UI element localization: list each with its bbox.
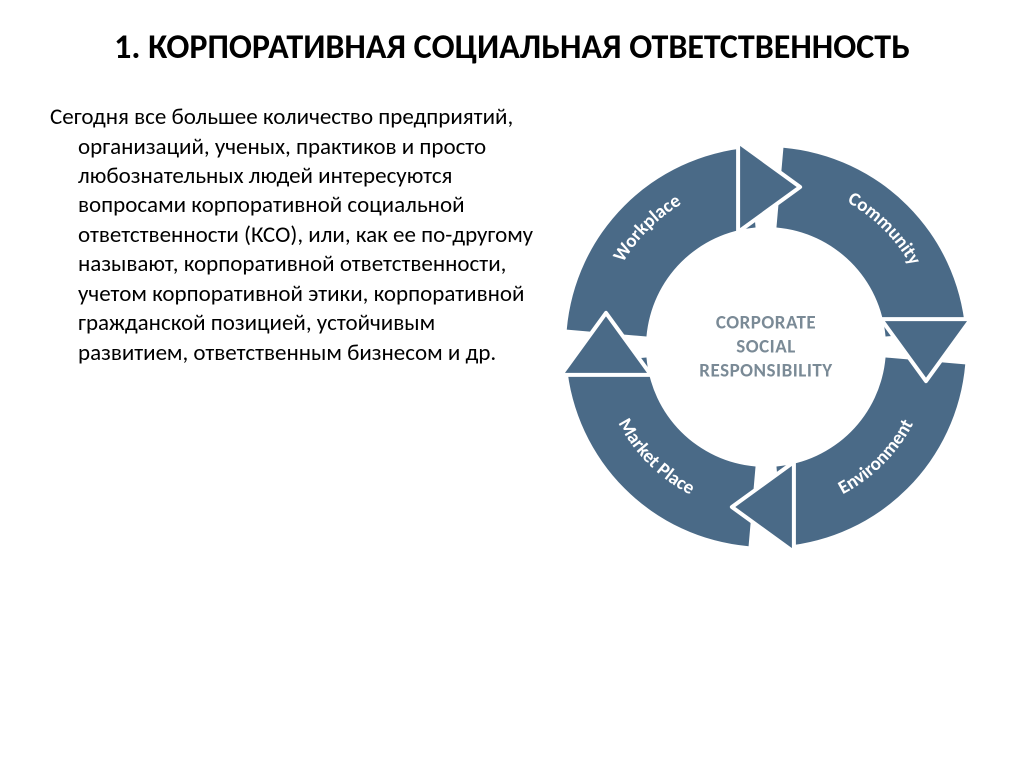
csr-diagram: Workplace Community Environment Market P… <box>548 97 984 597</box>
center-line-1: CORPORATE <box>699 311 832 335</box>
body-text: Сегодня все большее количество предприят… <box>78 97 548 368</box>
ring-segment <box>567 358 756 547</box>
center-line-2: SOCIAL <box>699 335 832 359</box>
content-row: Сегодня все большее количество предприят… <box>0 87 1024 597</box>
ring-segment <box>776 148 965 337</box>
center-line-3: RESPONSIBILITY <box>699 359 832 383</box>
diagram-center-label: CORPORATE SOCIAL RESPONSIBILITY <box>699 311 832 382</box>
ring-segment <box>567 148 756 337</box>
page-title: 1. КОРПОРАТИВНАЯ СОЦИАЛЬНАЯ ОТВЕТСТВЕННО… <box>0 0 1024 87</box>
ring-segment <box>776 358 965 547</box>
